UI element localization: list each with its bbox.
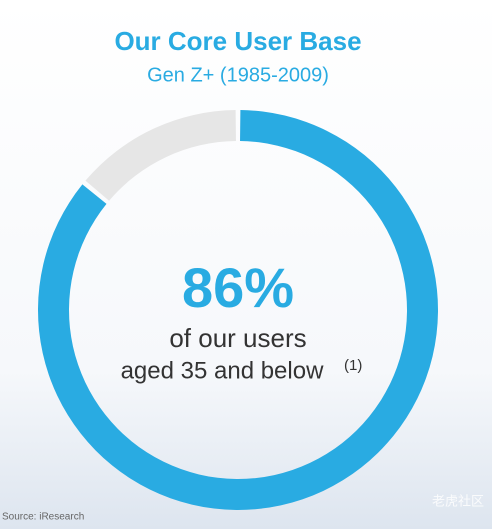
value-label: 86%	[182, 256, 294, 319]
annotation: of our users	[169, 323, 306, 353]
watermark: 老虎社区	[432, 493, 484, 508]
chart-title: Our Core User Base	[114, 26, 361, 56]
annotation: aged 35 and below	[121, 357, 325, 384]
donut	[38, 110, 439, 510]
chart-subtitle: Gen Z+ (1985-2009)	[147, 64, 329, 86]
donut-segment	[85, 110, 236, 201]
source: Source: iResearch	[2, 512, 84, 523]
footnote-marker: (1)	[344, 357, 362, 374]
